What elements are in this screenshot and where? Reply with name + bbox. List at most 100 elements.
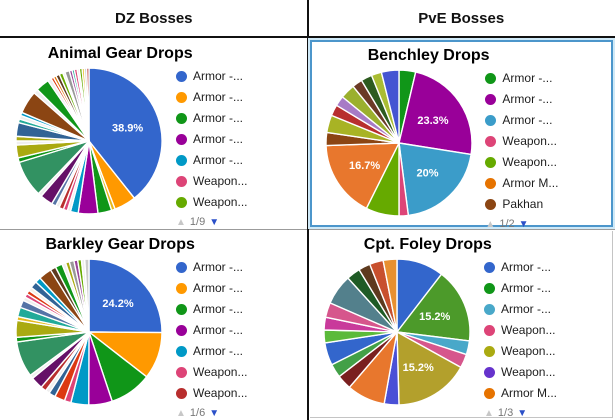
legend-label: Armor -...	[193, 323, 243, 337]
legend: Armor -... Armor -... Armor -... Armor -...…	[176, 69, 302, 209]
page-up-icon[interactable]: ▲	[176, 407, 186, 419]
legend-color-dot	[485, 72, 497, 84]
legend-label: Armor -...	[502, 71, 553, 85]
legend-color-dot	[485, 198, 497, 210]
legend-color-dot	[176, 70, 187, 82]
pie-chart[interactable]: 23.3% 20% 16.7%	[312, 67, 485, 225]
page-down-icon[interactable]: ▼	[518, 218, 529, 230]
page-up-icon[interactable]: ▲	[485, 218, 496, 230]
legend-label: Armor -...	[193, 111, 243, 125]
legend-item[interactable]: Armor -...	[176, 153, 302, 167]
legend-label: Armor -...	[193, 260, 243, 274]
legend-label: Weapon...	[501, 365, 556, 379]
svg-text:23.3%: 23.3%	[417, 115, 448, 127]
legend-label: Weapon...	[502, 155, 557, 169]
legend-item[interactable]: Weapon...	[176, 386, 302, 400]
svg-text:15.2%: 15.2%	[403, 362, 434, 374]
legend-color-dot	[485, 177, 497, 189]
legend-color-dot	[176, 261, 187, 273]
pie-chart[interactable]: 38.9%	[2, 65, 176, 223]
legend-label: Armor -...	[193, 344, 243, 358]
legend-item[interactable]: Weapon...	[484, 365, 610, 379]
legend-item[interactable]: Weapon...	[484, 323, 610, 337]
legend-item[interactable]: Armor -...	[485, 92, 611, 106]
legend-item[interactable]: Weapon...	[176, 174, 302, 188]
legend-color-dot	[484, 282, 495, 294]
legend-pager: ▲ 1/3 ▼	[484, 407, 610, 419]
legend-item[interactable]: Weapon...	[485, 155, 611, 169]
legend-label: Weapon...	[193, 174, 248, 188]
legend-item[interactable]: Armor -...	[176, 344, 302, 358]
page-up-icon[interactable]: ▲	[176, 216, 186, 228]
page-down-icon[interactable]: ▼	[209, 216, 220, 228]
legend: Armor -... Armor -... Armor -... Weapon... W…	[485, 71, 611, 211]
chart-panel-cpt-foley-drops[interactable]: Cpt. Foley Drops 15.2% 15.2% Armor -... Ar…	[310, 231, 613, 419]
page-indicator: 1/3	[497, 407, 514, 419]
legend-item[interactable]: Armor -...	[176, 90, 302, 104]
legend-item[interactable]: Armor M...	[485, 176, 611, 190]
legend-item[interactable]: Weapon...	[484, 344, 610, 358]
legend-item[interactable]: Weapon...	[485, 134, 611, 148]
legend-color-dot	[176, 387, 187, 399]
legend-label: Weapon...	[501, 344, 556, 358]
chart-panel-benchley-drops[interactable]: Benchley Drops 23.3% 20% 16.7% Armor -... A…	[310, 40, 613, 230]
legend-item[interactable]: Armor -...	[484, 260, 610, 274]
legend-color-dot	[176, 112, 187, 124]
page-down-icon[interactable]: ▼	[209, 407, 220, 419]
legend-color-dot	[176, 366, 187, 378]
legend-item[interactable]: Armor -...	[176, 69, 302, 83]
legend-item[interactable]: Weapon...	[176, 365, 302, 379]
legend-item[interactable]: Armor -...	[484, 281, 610, 295]
legend-label: Armor -...	[193, 90, 243, 104]
chart-title: Benchley Drops	[367, 47, 490, 64]
legend-item[interactable]: Pakhan	[485, 197, 611, 211]
legend-pager: ▲ 1/6 ▼	[176, 407, 302, 419]
legend-color-dot	[484, 324, 495, 336]
legend-item[interactable]: Armor -...	[485, 71, 611, 85]
legend-item[interactable]: Armor -...	[176, 111, 302, 125]
page-indicator: 1/6	[189, 407, 206, 419]
legend-item[interactable]: Armor -...	[176, 260, 302, 274]
column-divider	[307, 0, 309, 420]
legend-label: Armor -...	[193, 281, 243, 295]
chart-panel-barkley-gear-drops[interactable]: Barkley Gear Drops 24.2% Armor -... Armor…	[2, 231, 305, 419]
legend-item[interactable]: Armor -...	[176, 132, 302, 146]
legend-item[interactable]: Armor -...	[176, 302, 302, 316]
legend-color-dot	[176, 345, 187, 357]
legend-color-dot	[176, 154, 187, 166]
legend-item[interactable]: Armor -...	[484, 302, 610, 316]
svg-text:16.7%: 16.7%	[349, 160, 380, 172]
svg-text:15.2%: 15.2%	[419, 311, 450, 323]
legend-color-dot	[484, 345, 495, 357]
legend-item[interactable]: Armor M...	[484, 386, 610, 400]
legend-label: Armor M...	[501, 386, 557, 400]
legend-label: Armor -...	[501, 281, 551, 295]
legend-pager: ▲ 1/9 ▼	[176, 216, 302, 228]
page-up-icon[interactable]: ▲	[484, 407, 494, 419]
pie-chart[interactable]: 15.2% 15.2%	[310, 256, 484, 414]
legend-item[interactable]: Armor -...	[485, 113, 611, 127]
column-header-pve-bosses: PvE Bosses	[418, 9, 505, 27]
legend-label: Armor -...	[193, 69, 243, 83]
legend-color-dot	[485, 93, 497, 105]
legend-label: Armor -...	[501, 260, 551, 274]
legend-item[interactable]: Armor -...	[176, 281, 302, 295]
legend-item[interactable]: Armor -...	[176, 323, 302, 337]
legend-label: Weapon...	[501, 323, 556, 337]
chart-panel-animal-gear-drops[interactable]: Animal Gear Drops 38.9% Armor -... Armor …	[2, 40, 305, 228]
legend-color-dot	[176, 91, 187, 103]
legend-label: Weapon...	[193, 195, 248, 209]
legend-label: Armor -...	[501, 302, 551, 316]
legend-label: Armor -...	[502, 92, 553, 106]
legend-color-dot	[485, 135, 497, 147]
svg-text:20%: 20%	[416, 167, 438, 179]
pie-chart[interactable]: 24.2%	[2, 256, 176, 414]
legend-item[interactable]: Weapon...	[176, 195, 302, 209]
page-down-icon[interactable]: ▼	[517, 407, 528, 419]
legend-color-dot	[484, 303, 495, 315]
page-indicator: 1/2	[499, 218, 515, 230]
legend-color-dot	[485, 156, 497, 168]
legend-label: Armor -...	[502, 113, 553, 127]
chart-title: Animal Gear Drops	[47, 45, 193, 62]
